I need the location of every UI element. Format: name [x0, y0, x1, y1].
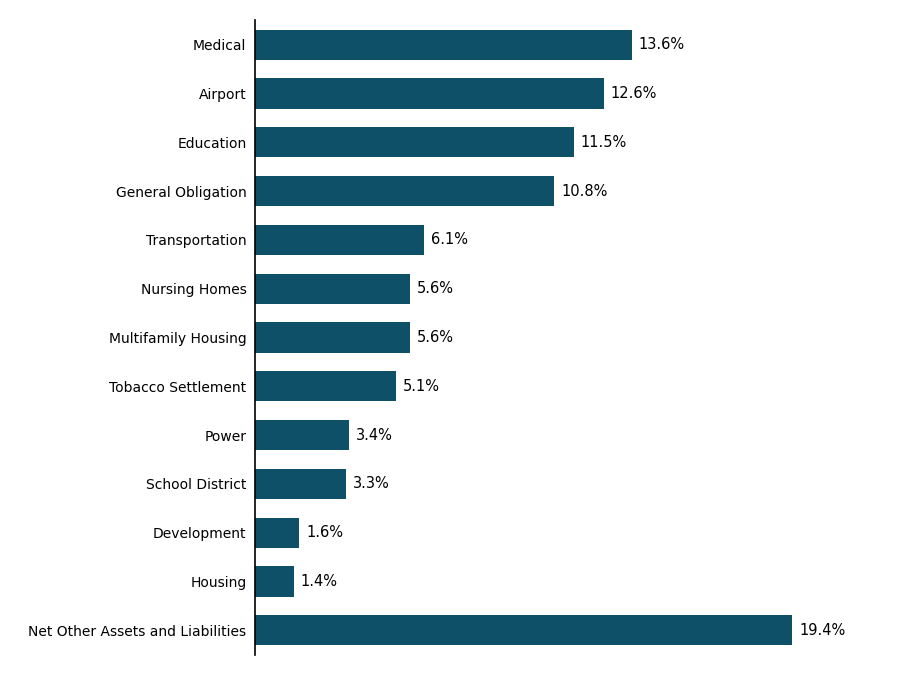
Bar: [255, 127, 573, 157]
Bar: [255, 176, 554, 206]
Bar: [255, 371, 396, 402]
Bar: [255, 225, 424, 255]
Bar: [255, 30, 632, 60]
Text: 5.6%: 5.6%: [417, 330, 454, 345]
Bar: [255, 615, 793, 645]
Text: 6.1%: 6.1%: [430, 232, 468, 247]
Text: 19.4%: 19.4%: [799, 623, 845, 638]
Text: 3.3%: 3.3%: [353, 477, 389, 491]
Text: 5.6%: 5.6%: [417, 281, 454, 296]
Bar: [255, 469, 346, 499]
Bar: [255, 518, 299, 548]
Text: 3.4%: 3.4%: [356, 428, 393, 443]
Text: 13.6%: 13.6%: [639, 37, 684, 52]
Text: 1.4%: 1.4%: [300, 574, 338, 589]
Text: 12.6%: 12.6%: [611, 86, 657, 101]
Bar: [255, 273, 410, 304]
Text: 5.1%: 5.1%: [403, 379, 440, 394]
Bar: [255, 420, 349, 450]
Text: 1.6%: 1.6%: [306, 525, 343, 540]
Text: 10.8%: 10.8%: [561, 184, 607, 198]
Bar: [255, 78, 604, 109]
Text: 11.5%: 11.5%: [581, 135, 627, 150]
Bar: [255, 566, 294, 597]
Bar: [255, 323, 410, 352]
